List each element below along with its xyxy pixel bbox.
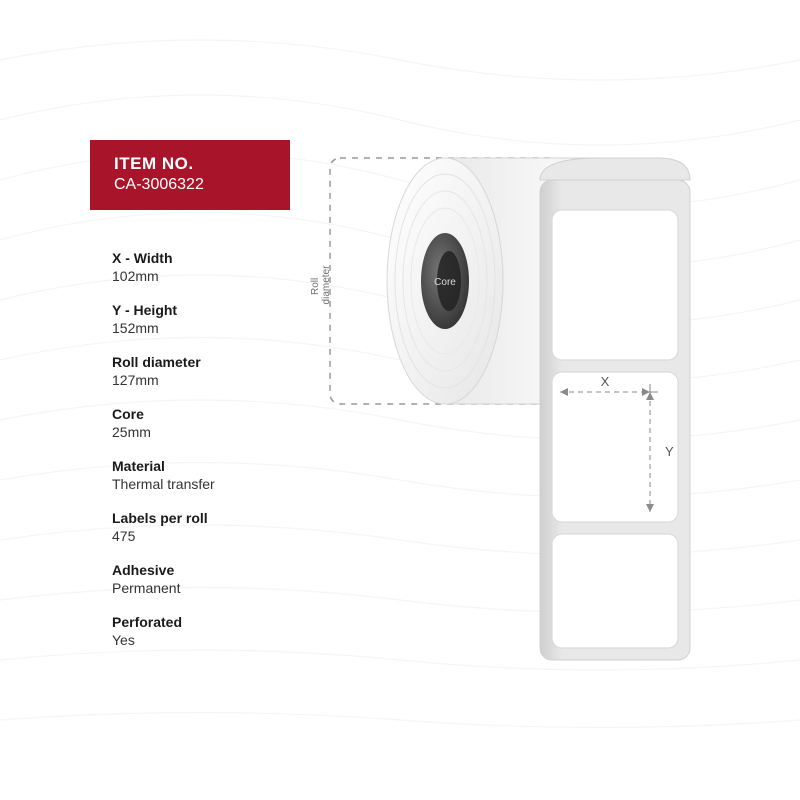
- label-roll-diagram: Roll diameter Core X Y: [300, 140, 730, 680]
- item-number-badge: ITEM NO. CA-3006322: [90, 140, 290, 210]
- x-dimension-label: X: [601, 374, 610, 389]
- item-number-label: ITEM NO.: [114, 154, 266, 174]
- core-label: Core: [434, 277, 456, 288]
- y-dimension-label: Y: [665, 444, 674, 459]
- item-number-value: CA-3006322: [114, 176, 266, 194]
- svg-text:Roll diameter: Roll diameter: [310, 265, 332, 305]
